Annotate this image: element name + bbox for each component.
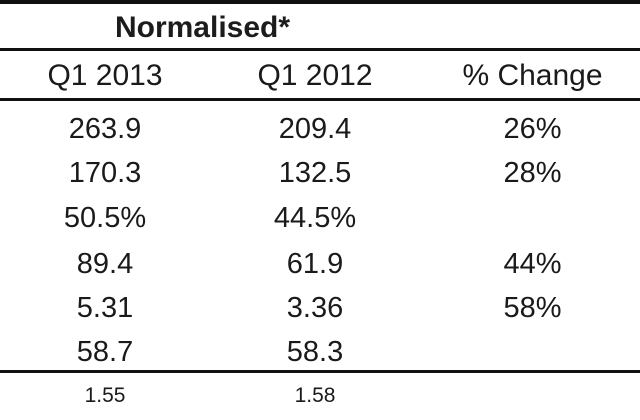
cell-q1-2012: 61.9	[286, 248, 344, 280]
table-row: 263.9 209.4 26%	[0, 107, 640, 151]
cell-q1-2012: 44.5%	[273, 202, 357, 234]
table-row: 89.4 61.9 44%	[0, 242, 640, 286]
cell-q1-2013: 50.5%	[63, 202, 147, 234]
table-row: 5.31 3.36 58%	[0, 286, 640, 330]
title-divider	[0, 48, 640, 51]
cell-q1-2013: 58.7	[76, 336, 134, 368]
column-header-q1-2013: Q1 2013	[47, 59, 163, 92]
cell-q1-2013: 5.31	[76, 292, 134, 324]
cell-q1-2013: 89.4	[76, 248, 134, 280]
cell-q1-2012: 58.3	[286, 336, 344, 368]
cell-percent-change: 28%	[503, 157, 562, 189]
column-header-q1-2012: Q1 2012	[257, 59, 373, 92]
cell-q1-2012: 3.36	[286, 292, 344, 324]
table-row: 170.3 132.5 28%	[0, 151, 640, 195]
top-rule	[0, 0, 640, 4]
cell-q1-2012: 209.4	[278, 113, 352, 145]
table-row: 58.7 58.3	[0, 330, 640, 374]
cell-percent-change: 26%	[503, 113, 562, 145]
cell-percent-change: 58%	[503, 292, 562, 324]
header-divider	[0, 98, 640, 101]
cell-q1-2013: 170.3	[68, 157, 142, 189]
footer-cell-q1-2013: 1.55	[84, 384, 126, 407]
cell-q1-2013: 263.9	[68, 113, 142, 145]
footer-divider	[0, 370, 640, 373]
cell-q1-2012: 132.5	[278, 157, 352, 189]
table-row: 50.5% 44.5%	[0, 196, 640, 240]
column-header-percent-change: % Change	[462, 59, 603, 92]
cell-percent-change: 44%	[503, 248, 562, 280]
cell-percent-change	[425, 196, 640, 240]
footer-cell-q1-2012: 1.58	[294, 384, 336, 407]
cell-percent-change	[425, 330, 640, 374]
table-title: Normalised*	[114, 11, 291, 44]
